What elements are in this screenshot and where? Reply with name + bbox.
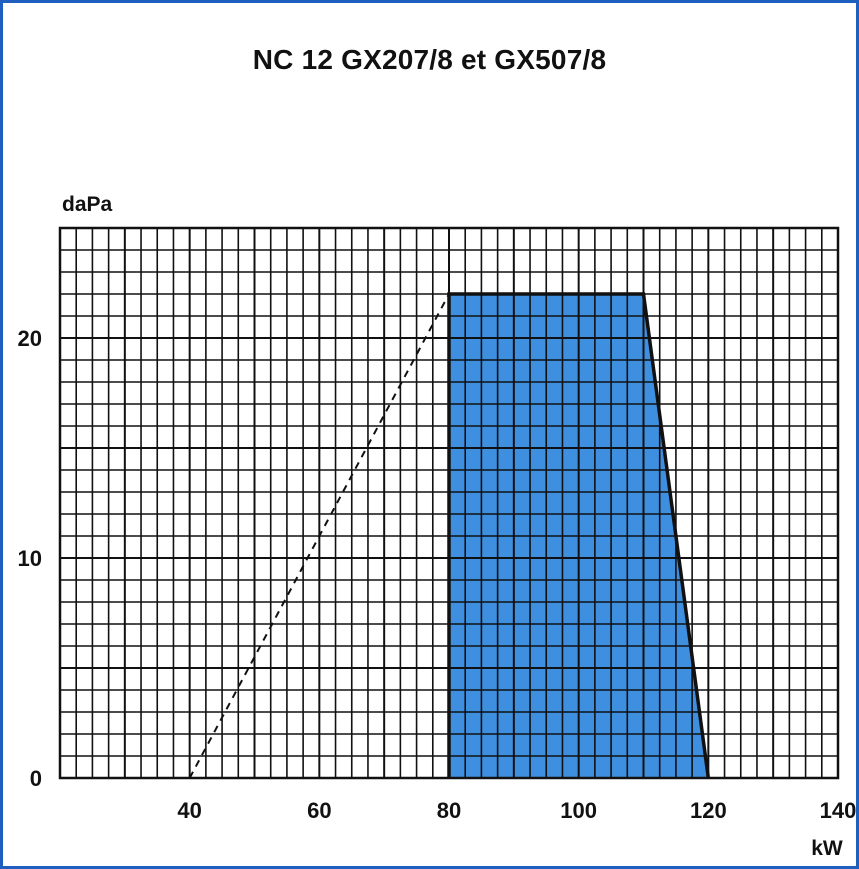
working-area-outline bbox=[447, 292, 711, 779]
y-tick-label: 20 bbox=[18, 326, 42, 351]
y-axis-unit-label: daPa bbox=[62, 193, 113, 216]
dashed-line bbox=[188, 293, 450, 779]
chart-title: NC 12 GX207/8 et GX507/8 bbox=[252, 44, 607, 75]
label-layer: 40 60 80 100 120 140 0 10 20 bbox=[18, 326, 857, 823]
y-tick-label: 0 bbox=[30, 766, 42, 791]
x-tick-label: 140 bbox=[820, 798, 857, 823]
y-tick-label: 10 bbox=[18, 546, 42, 571]
x-tick-label: 60 bbox=[307, 798, 331, 823]
line-layer bbox=[188, 292, 711, 779]
x-tick-label: 80 bbox=[437, 798, 461, 823]
x-tick-label: 120 bbox=[690, 798, 727, 823]
x-axis-unit-label: kW bbox=[811, 837, 843, 860]
x-tick-label: 100 bbox=[560, 798, 597, 823]
x-tick-label: 40 bbox=[177, 798, 201, 823]
